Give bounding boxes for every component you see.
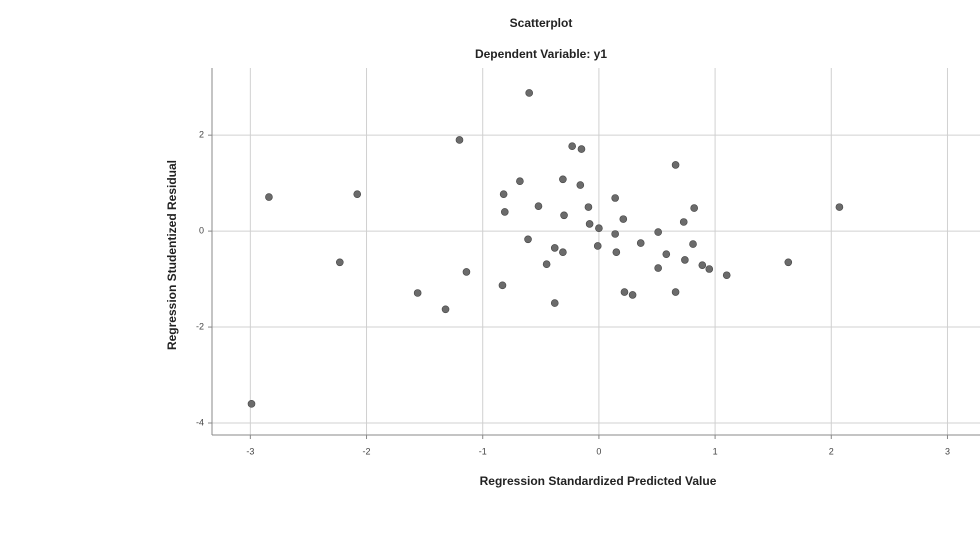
x-tick-label: 2 xyxy=(829,446,834,456)
point xyxy=(672,161,679,168)
y-axis-label: Regression Studentized Residual xyxy=(165,160,179,350)
point xyxy=(690,241,697,248)
point xyxy=(456,136,463,143)
point xyxy=(594,242,601,249)
x-tick-label: -3 xyxy=(246,446,254,456)
point xyxy=(569,143,576,150)
point xyxy=(585,204,592,211)
point xyxy=(535,203,542,210)
point xyxy=(699,262,706,269)
point xyxy=(354,191,361,198)
point xyxy=(442,306,449,313)
x-tick-label: 0 xyxy=(596,446,601,456)
x-tick-label: 3 xyxy=(945,446,950,456)
point xyxy=(463,268,470,275)
point xyxy=(501,208,508,215)
point xyxy=(516,178,523,185)
chart-subtitle: Dependent Variable: y1 xyxy=(475,47,607,61)
chart-title: Scatterplot xyxy=(510,16,573,30)
point xyxy=(559,176,566,183)
point xyxy=(577,182,584,189)
point xyxy=(612,195,619,202)
point xyxy=(723,272,730,279)
point xyxy=(672,289,679,296)
point xyxy=(578,146,585,153)
point xyxy=(543,261,550,268)
point xyxy=(248,400,255,407)
point xyxy=(706,266,713,273)
point xyxy=(612,230,619,237)
point xyxy=(691,205,698,212)
point xyxy=(613,249,620,256)
x-tick-label: 1 xyxy=(713,446,718,456)
page: {"chart_data": {"type": "scatter", "titl… xyxy=(0,0,980,558)
x-tick-label: -2 xyxy=(363,446,371,456)
point xyxy=(655,265,662,272)
point xyxy=(526,89,533,96)
point xyxy=(836,204,843,211)
x-tick-label: -1 xyxy=(479,446,487,456)
point xyxy=(785,259,792,266)
point xyxy=(655,229,662,236)
point xyxy=(663,251,670,258)
point xyxy=(680,218,687,225)
point xyxy=(637,240,644,247)
point xyxy=(621,289,628,296)
point xyxy=(629,291,636,298)
point xyxy=(499,282,506,289)
y-tick-label: 0 xyxy=(199,225,204,235)
y-tick-label: -4 xyxy=(196,417,204,427)
y-tick-label: 2 xyxy=(199,130,204,140)
chart: Scatterplot Dependent Variable: y1 Regre… xyxy=(0,0,980,558)
point xyxy=(551,300,558,307)
point xyxy=(525,236,532,243)
point xyxy=(551,244,558,251)
y-tick-label: -2 xyxy=(196,321,204,331)
point xyxy=(595,225,602,232)
point xyxy=(336,259,343,266)
point xyxy=(586,220,593,227)
x-axis-label: Regression Standardized Predicted Value xyxy=(480,474,717,488)
point xyxy=(559,249,566,256)
point xyxy=(500,191,507,198)
point xyxy=(265,194,272,201)
point xyxy=(620,216,627,223)
point xyxy=(681,256,688,263)
point xyxy=(561,212,568,219)
point xyxy=(414,289,421,296)
